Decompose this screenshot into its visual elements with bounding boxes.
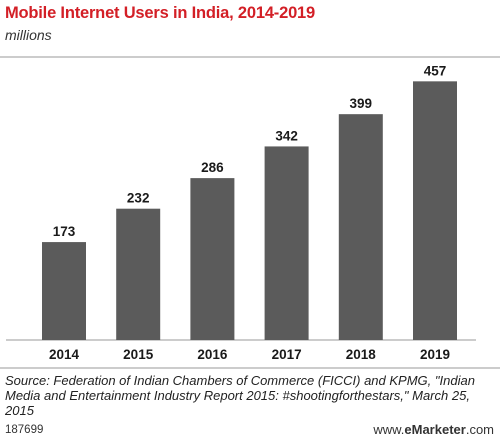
bar-2016 — [190, 178, 235, 340]
bar-2018 — [338, 114, 383, 340]
source-note: Source: Federation of Indian Chambers of… — [5, 373, 475, 418]
chart-subtitle: millions — [5, 27, 52, 43]
bar-2014 — [42, 242, 86, 340]
value-label-2016: 286 — [201, 160, 224, 175]
x-tick-2019: 2019 — [420, 347, 450, 362]
value-label-2019: 457 — [424, 63, 447, 78]
bars-layer: 173 2014 232 2015 286 2016 342 2017 399 2018 457 20… — [42, 63, 457, 362]
chart-title: Mobile Internet Users in India, 2014-201… — [5, 4, 315, 22]
bar-2019 — [413, 81, 457, 340]
x-tick-2017: 2017 — [272, 347, 302, 362]
bar-2017 — [264, 146, 309, 340]
x-tick-2016: 2016 — [197, 347, 228, 362]
value-label-2014: 173 — [53, 224, 76, 239]
value-label-2018: 399 — [350, 96, 373, 111]
x-tick-2014: 2014 — [49, 347, 80, 362]
value-label-2017: 342 — [275, 128, 298, 143]
brand-prefix: www. — [373, 422, 405, 437]
x-tick-2015: 2015 — [123, 347, 154, 362]
brand-logo: www.eMarketer.com — [373, 422, 494, 437]
x-tick-2018: 2018 — [346, 347, 377, 362]
bar-2015 — [116, 208, 161, 340]
value-label-2015: 232 — [127, 191, 150, 206]
brand-name: eMarketer — [404, 422, 466, 437]
chart-id: 187699 — [5, 424, 44, 436]
brand-suffix: .com — [465, 422, 494, 437]
bar-chart: 173 2014 232 2015 286 2016 342 2017 399 2018 457 20… — [0, 56, 500, 369]
